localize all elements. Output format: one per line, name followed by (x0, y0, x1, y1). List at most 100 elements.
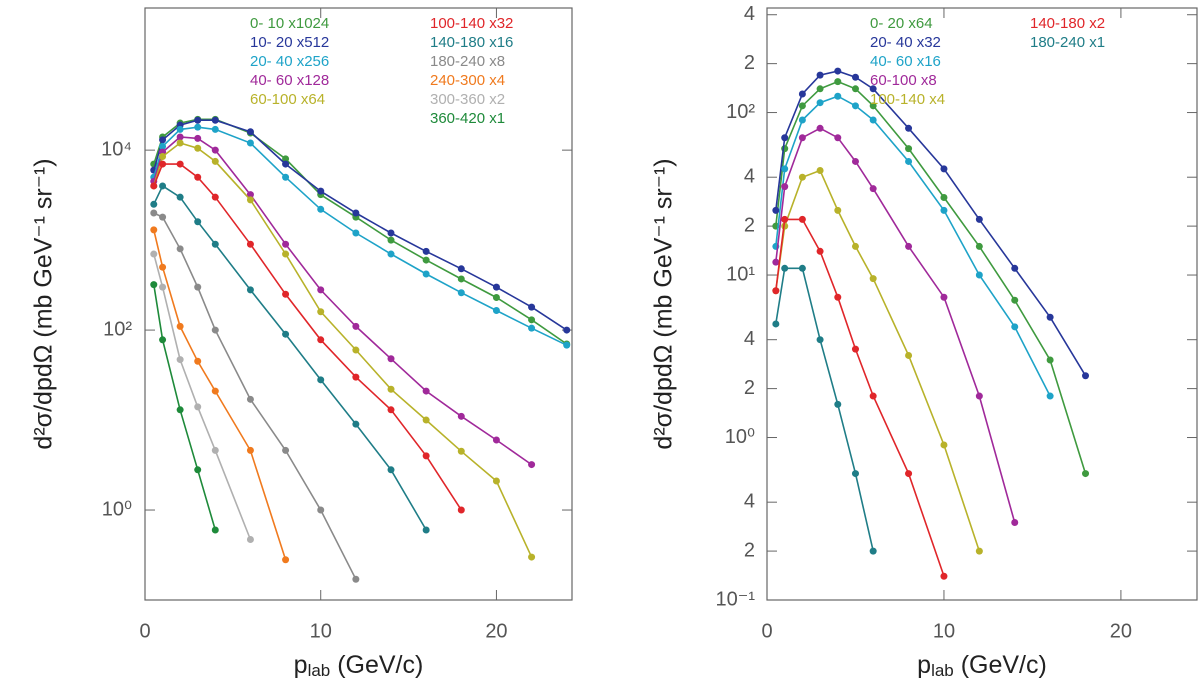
data-point (492, 283, 500, 291)
data-point (317, 506, 325, 514)
data-point (176, 406, 184, 414)
data-point (282, 556, 290, 564)
data-point (492, 307, 500, 315)
data-point (387, 406, 395, 414)
data-point (798, 102, 806, 110)
data-point (150, 200, 158, 208)
data-point (211, 326, 219, 334)
data-point (798, 134, 806, 142)
data-point (869, 392, 877, 400)
y-tick-label: 10⁰ (102, 498, 132, 520)
data-point (869, 102, 877, 110)
data-point (798, 90, 806, 98)
data-point (457, 275, 465, 283)
data-point (851, 102, 859, 110)
data-point (352, 575, 360, 583)
data-point (851, 73, 859, 81)
data-point (869, 116, 877, 124)
y-axis-label: d²σ/dpdΩ (mb GeV⁻¹ sr⁻¹) (30, 158, 58, 449)
data-point (781, 134, 789, 142)
data-point (492, 294, 500, 302)
series-line (775, 95, 1051, 397)
data-point (194, 173, 202, 181)
legend-entry: 360-420 x1 (430, 110, 505, 127)
data-point (816, 336, 824, 344)
data-point (492, 436, 500, 444)
data-point (816, 99, 824, 107)
data-point (211, 157, 219, 165)
data-point (975, 271, 983, 279)
data-point (816, 71, 824, 79)
y-tick-label: 10¹ (726, 263, 755, 285)
data-point (194, 357, 202, 365)
plot-area (772, 67, 1090, 580)
data-point (772, 320, 780, 328)
x-tick-label: 10 (310, 620, 332, 642)
data-point (975, 547, 983, 555)
x-axis-label: plab (GeV/c) (917, 651, 1047, 681)
data-point (387, 385, 395, 393)
y-tick-label: 2 (744, 377, 755, 399)
series-line (775, 218, 945, 577)
data-point (905, 470, 913, 478)
data-point (422, 256, 430, 264)
data-point (1082, 470, 1090, 478)
data-point (211, 387, 219, 395)
legend-entry: 20- 40 x256 (250, 53, 329, 70)
y-axis-label: d²σ/dpdΩ (mb GeV⁻¹ sr⁻¹) (650, 158, 678, 449)
data-point (528, 461, 536, 469)
data-point (194, 116, 202, 124)
data-point (816, 85, 824, 93)
legend-entry: 10- 20 x512 (250, 34, 329, 51)
data-point (246, 240, 254, 248)
data-point (851, 470, 859, 478)
data-point (159, 136, 167, 144)
data-point (1011, 518, 1019, 526)
data-point (1011, 296, 1019, 304)
data-point (352, 322, 360, 330)
data-point (352, 420, 360, 428)
legend-entry: 240-300 x4 (430, 72, 505, 89)
data-point (940, 206, 948, 214)
y-tick-label: 10² (103, 318, 132, 340)
series-line (153, 184, 427, 531)
data-point (246, 286, 254, 294)
legend-entry: 100-140 x32 (430, 15, 513, 32)
data-point (1046, 313, 1054, 321)
data-point (528, 324, 536, 332)
series-line (775, 267, 874, 552)
data-point (422, 452, 430, 460)
data-point (282, 160, 290, 168)
data-point (176, 322, 184, 330)
legend-entry: 60-100 x8 (870, 72, 937, 89)
y-tick-label: 4 (744, 165, 755, 187)
data-point (176, 133, 184, 141)
legend-entry: 140-180 x16 (430, 34, 513, 51)
y-tick-label: 2 (744, 539, 755, 561)
data-point (781, 183, 789, 191)
data-point (816, 247, 824, 255)
data-point (798, 173, 806, 181)
data-point (246, 128, 254, 136)
data-point (422, 270, 430, 278)
data-point (869, 185, 877, 193)
data-point (282, 290, 290, 298)
data-point (781, 215, 789, 223)
data-point (194, 218, 202, 226)
data-point (387, 466, 395, 474)
data-point (194, 123, 202, 131)
data-point (563, 326, 571, 334)
data-point (211, 240, 219, 248)
legend-entry: 180-240 x1 (1030, 34, 1105, 51)
data-point (528, 316, 536, 324)
data-point (834, 293, 842, 301)
data-point (282, 250, 290, 258)
y-tick-label: 4 (744, 490, 755, 512)
legend-entry: 0- 10 x1024 (250, 15, 329, 32)
plot-frame (766, 7, 1198, 601)
x-label-main: p (294, 651, 308, 679)
legend-entry: 0- 20 x64 (870, 15, 933, 32)
series-line (775, 169, 981, 552)
data-point (150, 182, 158, 190)
data-point (457, 289, 465, 297)
